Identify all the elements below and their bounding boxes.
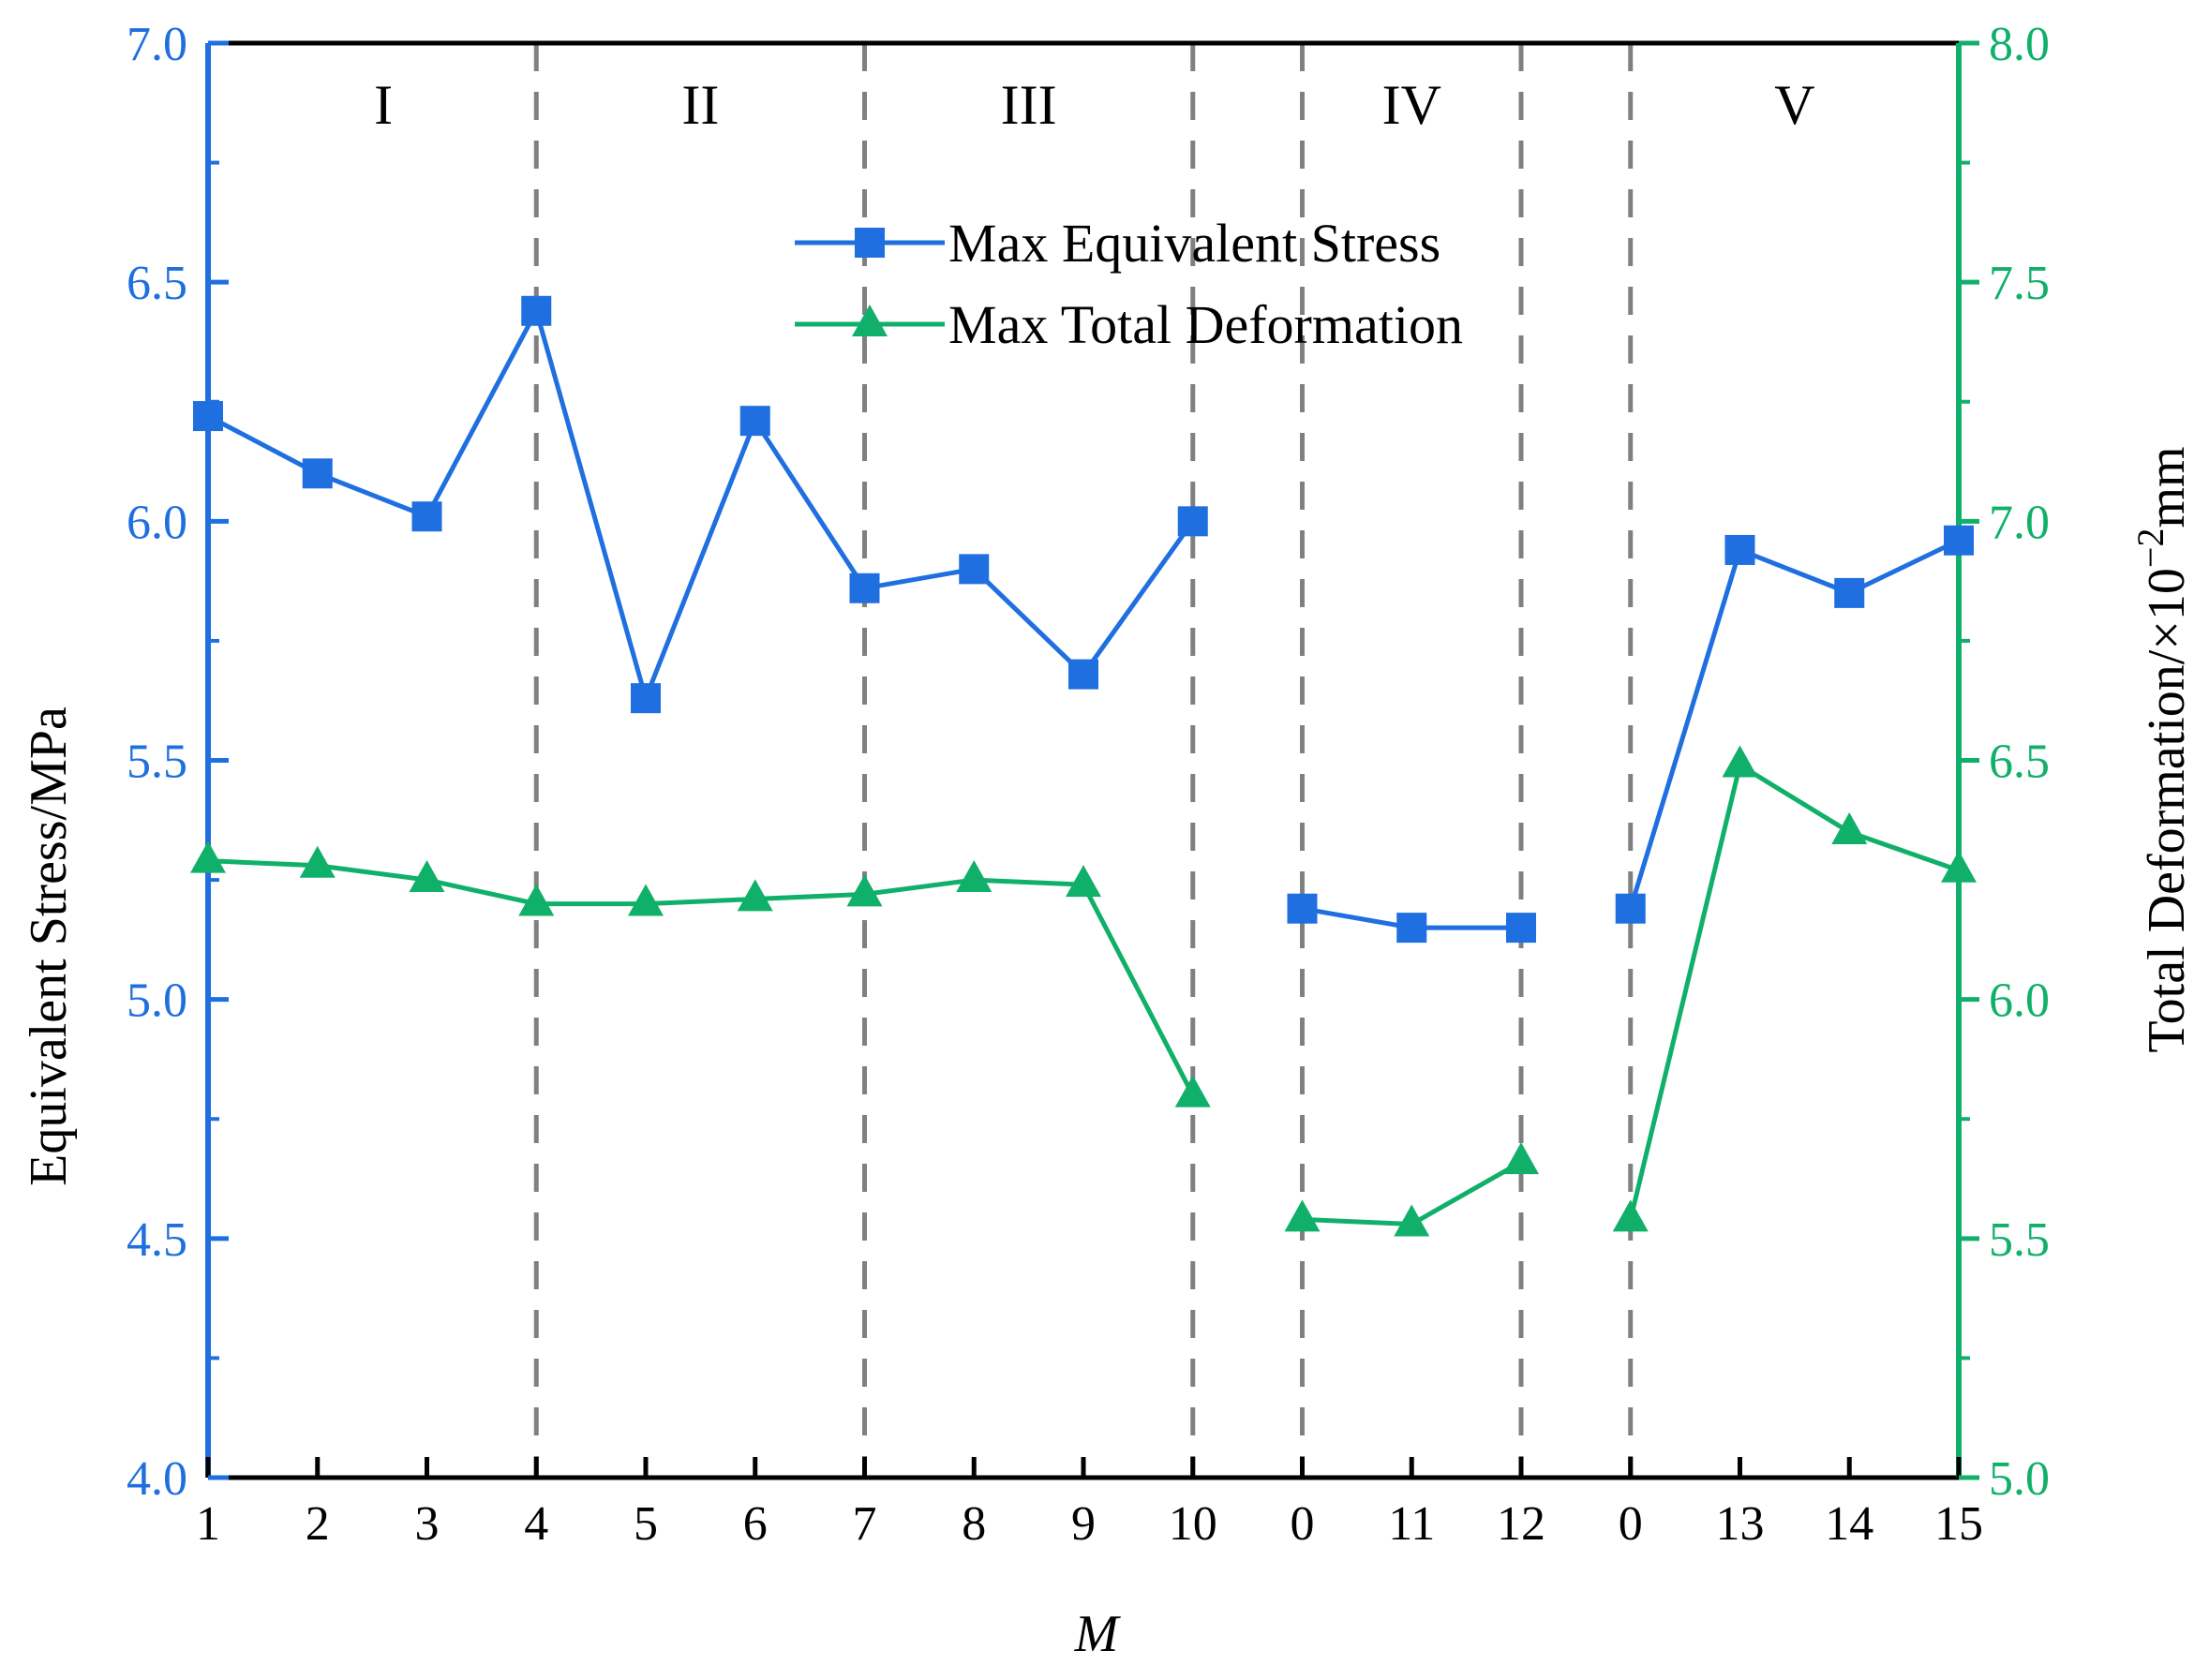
series-0-point-15 <box>1834 577 1865 608</box>
region-label-V: V <box>1774 74 1814 136</box>
series-0-point-3 <box>521 295 552 326</box>
region-label-II: II <box>681 74 719 136</box>
x-tick-label-2: 3 <box>415 1497 440 1551</box>
region-label-I: I <box>374 74 393 136</box>
x-tick-label-7: 8 <box>962 1497 986 1551</box>
x-tick-label-16: 15 <box>1934 1497 1983 1551</box>
series-0-point-0 <box>193 401 223 432</box>
series-1-point-5 <box>737 879 773 912</box>
y-axis-right-title-suffix: mm <box>2138 446 2196 528</box>
x-tick-label-4: 5 <box>634 1497 658 1551</box>
x-tick-label-11: 11 <box>1388 1497 1435 1551</box>
x-tick-label-12: 12 <box>1497 1497 1545 1551</box>
y-right-tick-label-2: 6.0 <box>1989 974 2050 1028</box>
series-layer <box>190 295 1977 1237</box>
region-labels: I II III IV V <box>374 74 1814 136</box>
series-1-point-11 <box>1394 1204 1430 1237</box>
y-right-tick-label-1: 5.5 <box>1989 1213 2050 1267</box>
y-left-tick-label-5: 6.5 <box>127 257 187 310</box>
series-1-point-7 <box>956 860 993 893</box>
x-tick-label-5: 6 <box>743 1497 768 1551</box>
series-0-point-13 <box>1615 893 1646 924</box>
series-1-point-3 <box>518 884 555 916</box>
x-tick-label-10: 0 <box>1291 1497 1315 1551</box>
series-1-point-1 <box>299 845 336 878</box>
series-1-point-10 <box>1284 1199 1321 1232</box>
y-right-tick-label-4: 7.0 <box>1989 496 2050 549</box>
series-0-point-8 <box>1068 659 1098 690</box>
y-axis-left-title: Equivalent Stress/MPa <box>20 706 78 1186</box>
series-0-point-2 <box>411 501 442 532</box>
y-left-tick-label-6: 7.0 <box>127 18 187 71</box>
x-tick-label-6: 7 <box>853 1497 877 1551</box>
y-right-tick-label-5: 7.5 <box>1989 257 2050 310</box>
y-axis-right-title-exponent: −2 <box>2129 528 2172 569</box>
legend-label-1: Max Total Deformation <box>948 294 1463 355</box>
series-1-line-segment-0 <box>207 858 1195 1096</box>
series-1-point-8 <box>1066 865 1101 898</box>
series-0-point-14 <box>1724 534 1755 565</box>
y-left-tick-label-0: 4.0 <box>127 1452 187 1506</box>
series-1-point-0 <box>190 840 226 873</box>
series-0-point-11 <box>1396 913 1427 944</box>
series-0-point-10 <box>1287 893 1318 924</box>
y-left-tick-label-4: 6.0 <box>127 496 187 549</box>
series-0-point-6 <box>849 572 880 603</box>
axis-ticks: 1 2 3 4 5 6 7 8 9 10 0 11 12 0 13 14 154.04.55.05.56.06.… <box>127 18 2050 1551</box>
series-1-point-4 <box>628 884 664 916</box>
series-0-line-segment-2 <box>1628 538 1961 910</box>
y-right-tick-label-0: 5.0 <box>1989 1452 2050 1506</box>
series-1-point-16 <box>1941 850 1977 883</box>
series-1-point-12 <box>1503 1142 1539 1175</box>
x-tick-label-8: 9 <box>1071 1497 1096 1551</box>
x-tick-label-13: 0 <box>1619 1497 1643 1551</box>
series-1-point-6 <box>846 874 883 907</box>
y-right-tick-label-6: 8.0 <box>1989 18 2050 71</box>
series-1-point-13 <box>1612 1199 1649 1232</box>
region-label-III: III <box>1001 74 1057 136</box>
region-dividers <box>533 43 1634 1478</box>
series-0-line-segment-0 <box>206 305 1195 706</box>
series-0-point-5 <box>739 406 770 437</box>
series-0-point-9 <box>1177 506 1208 537</box>
series-0-point-16 <box>1944 525 1974 556</box>
y-left-tick-label-1: 4.5 <box>127 1213 187 1267</box>
series-1-point-2 <box>409 860 445 893</box>
series-1-point-15 <box>1831 811 1868 844</box>
x-tick-label-9: 10 <box>1169 1497 1217 1551</box>
x-tick-label-1: 2 <box>306 1497 330 1551</box>
legend: Max Equivalent Stress Max Total Deformati… <box>795 213 1463 355</box>
x-tick-label-14: 13 <box>1716 1497 1765 1551</box>
y-axis-right-title: Total Deformation/×10−2mm <box>2129 446 2196 1052</box>
series-0-point-1 <box>302 458 333 489</box>
series-0-point-4 <box>631 683 661 714</box>
series-0-point-7 <box>959 554 990 585</box>
legend-marker-1 <box>852 305 888 336</box>
x-tick-label-3: 4 <box>524 1497 548 1551</box>
x-axis-title: M <box>1074 1605 1122 1663</box>
x-tick-label-0: 1 <box>196 1497 220 1551</box>
legend-label-0: Max Equivalent Stress <box>948 213 1440 274</box>
y-axis-right-title-prefix: Total Deformation/×10 <box>2138 568 2196 1053</box>
x-tick-label-15: 14 <box>1825 1497 1873 1551</box>
legend-marker-0 <box>855 228 885 258</box>
y-right-tick-label-3: 6.5 <box>1989 736 2050 789</box>
y-left-tick-label-2: 5.0 <box>127 974 187 1028</box>
series-0-point-12 <box>1506 913 1536 944</box>
series-1-point-14 <box>1722 745 1758 778</box>
y-left-tick-label-3: 5.5 <box>127 736 187 789</box>
series-1-line-segment-2 <box>1628 761 1960 1221</box>
series-1-point-9 <box>1174 1075 1211 1108</box>
region-label-IV: IV <box>1382 74 1441 136</box>
